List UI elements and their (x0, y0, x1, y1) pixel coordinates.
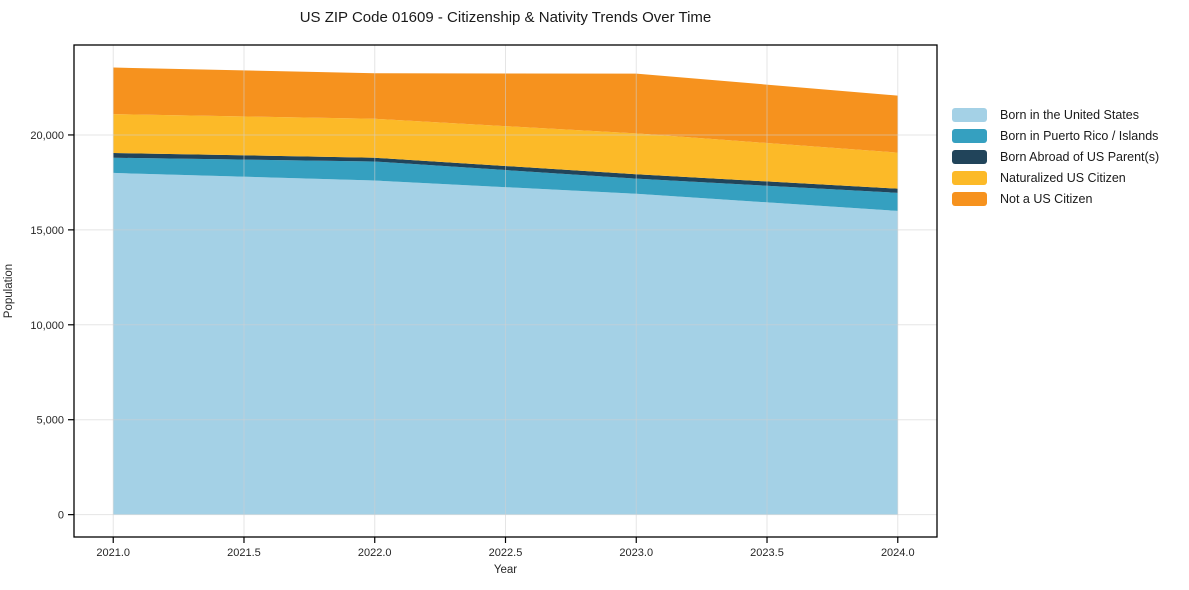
legend-label: Born in Puerto Rico / Islands (1000, 128, 1159, 143)
legend-label: Naturalized US Citizen (1000, 170, 1126, 185)
legend-swatch-born-us (952, 107, 987, 122)
y-tick-label: 0 (58, 510, 64, 522)
legend-label: Not a US Citizen (1000, 191, 1093, 206)
y-tick-label: 5,000 (36, 415, 64, 427)
legend-item: Born Abroad of US Parent(s) (952, 146, 1159, 167)
legend: Born in the United States Born in Puerto… (952, 104, 1159, 209)
y-tick-label: 10,000 (30, 320, 64, 332)
legend-item: Not a US Citizen (952, 188, 1159, 209)
legend-swatch-puerto-rico (952, 128, 987, 143)
x-tick-label: 2023.0 (619, 547, 653, 559)
y-axis-label: Population (3, 263, 15, 319)
legend-item: Naturalized US Citizen (952, 167, 1159, 188)
legend-swatch-naturalized (952, 170, 987, 185)
legend-item: Born in the United States (952, 104, 1159, 125)
legend-swatch-born-abroad (952, 149, 987, 164)
legend-swatch-not-citizen (952, 191, 987, 206)
x-tick-label: 2024.0 (881, 547, 915, 559)
legend-label: Born Abroad of US Parent(s) (1000, 149, 1160, 164)
y-tick-label: 20,000 (30, 130, 64, 142)
area-series-2 (113, 152, 898, 193)
legend-label: Born in the United States (1000, 107, 1139, 122)
x-tick-label: 2022.0 (358, 547, 392, 559)
x-tick-label: 2022.5 (489, 547, 523, 559)
x-tick-label: 2023.5 (750, 547, 784, 559)
legend-item: Born in Puerto Rico / Islands (952, 125, 1159, 146)
x-tick-label: 2021.0 (96, 547, 130, 559)
x-axis-label: Year (493, 564, 518, 576)
chart-title: US ZIP Code 01609 - Citizenship & Nativi… (299, 9, 712, 26)
y-tick-label: 15,000 (30, 225, 64, 237)
x-tick-label: 2021.5 (227, 547, 261, 559)
